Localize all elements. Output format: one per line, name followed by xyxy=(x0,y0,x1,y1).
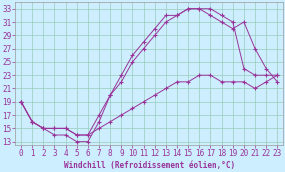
X-axis label: Windchill (Refroidissement éolien,°C): Windchill (Refroidissement éolien,°C) xyxy=(64,161,235,170)
